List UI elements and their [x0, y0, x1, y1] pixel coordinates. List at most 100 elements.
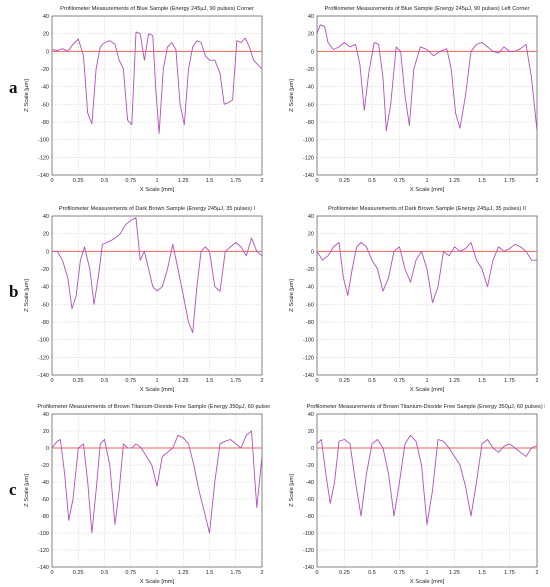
profile-series-line [51, 430, 263, 534]
y-tick-label: -100 [38, 338, 49, 344]
x-tick-label: 1.5 [478, 378, 486, 384]
x-axis-label: X Scale [mm] [410, 187, 445, 193]
y-tick-label: -140 [38, 173, 49, 179]
x-tick-label: 1.75 [230, 178, 241, 184]
y-tick-label: -140 [38, 565, 49, 571]
chart-title: Profilometer Measurements of Brown Titan… [37, 404, 270, 410]
y-axis-label: Z Scale [µm] [24, 279, 30, 312]
x-tick-label: 0.25 [339, 378, 350, 384]
y-tick-label: -60 [41, 302, 49, 308]
chart-title: Profilometer Measurements of Dark Brown … [328, 206, 526, 212]
y-tick-label: -120 [303, 355, 314, 361]
row-label-c: c [9, 480, 17, 499]
x-tick-label: 0.75 [394, 378, 405, 384]
x-tick-label: 2 [260, 570, 263, 576]
profile-series-line [316, 242, 537, 304]
y-tick-label: 20 [43, 232, 49, 238]
x-tick-label: 1.25 [178, 178, 189, 184]
y-tick-label: 20 [308, 232, 314, 238]
y-tick-label: -40 [41, 480, 49, 486]
chart-panel-c-right: Profilometer Measurements of Brown Titan… [289, 404, 545, 585]
x-tick-label: 0 [50, 178, 53, 184]
x-tick-label: 0.75 [125, 570, 136, 576]
y-axis-label: Z Scale [µm] [24, 79, 30, 112]
y-tick-label: 20 [308, 429, 314, 435]
y-tick-label: -40 [41, 285, 49, 291]
chart-title: Profilometer Measurements of Blue Sample… [60, 6, 254, 12]
profile-series-line [316, 24, 538, 132]
x-tick-label: 1.75 [504, 378, 515, 384]
x-axis-label: X Scale [mm] [140, 187, 175, 193]
x-tick-label: 1.5 [478, 570, 486, 576]
row-label-b: b [9, 282, 19, 301]
y-tick-label: -80 [41, 514, 49, 520]
y-axis-label: Z Scale [µm] [289, 279, 295, 312]
y-tick-label: -100 [303, 138, 314, 144]
y-tick-label: -120 [38, 548, 49, 554]
y-tick-label: -60 [306, 302, 314, 308]
y-tick-label: 40 [43, 14, 49, 20]
x-tick-label: 0.5 [368, 378, 376, 384]
y-tick-label: -140 [38, 373, 49, 379]
y-tick-label: -120 [38, 355, 49, 361]
x-tick-label: 2 [260, 378, 263, 384]
x-tick-label: 1.75 [504, 570, 515, 576]
x-tick-label: 0.5 [368, 570, 376, 576]
x-tick-label: 1.5 [206, 178, 214, 184]
x-axis-label: X Scale [mm] [140, 579, 175, 585]
profile-series-line [52, 217, 263, 334]
plot-frame [51, 413, 263, 568]
y-tick-label: 0 [311, 249, 314, 255]
x-tick-label: 0.25 [339, 570, 350, 576]
y-tick-label: -140 [303, 565, 314, 571]
x-tick-label: 0.25 [339, 178, 350, 184]
x-tick-label: 1.25 [449, 178, 460, 184]
y-tick-label: -80 [41, 320, 49, 326]
chart-panel-b-left: Profilometer Measurements of Dark Brown … [24, 206, 264, 393]
x-tick-label: 1.5 [206, 570, 214, 576]
x-tick-label: 1.5 [206, 378, 214, 384]
x-tick-label: 0.75 [125, 378, 136, 384]
x-tick-label: 1 [425, 378, 428, 384]
x-tick-label: 1.75 [504, 178, 515, 184]
y-tick-label: -20 [41, 267, 49, 273]
x-tick-label: 1.25 [178, 570, 189, 576]
x-axis-label: X Scale [mm] [140, 387, 175, 393]
x-tick-label: 0 [315, 178, 318, 184]
y-tick-label: 40 [43, 214, 49, 220]
x-tick-label: 1 [425, 178, 428, 184]
x-tick-label: 1.25 [178, 378, 189, 384]
x-tick-label: 0 [50, 378, 53, 384]
x-tick-label: 0.5 [101, 178, 109, 184]
y-tick-label: -60 [306, 497, 314, 503]
plot-frame [51, 215, 263, 376]
y-axis-label: Z Scale [µm] [24, 474, 30, 507]
y-tick-label: -60 [41, 497, 49, 503]
chart-panel-a-left: Profilometer Measurements of Blue Sample… [24, 6, 264, 193]
profile-series-line [316, 434, 538, 525]
x-tick-label: 0.25 [73, 378, 84, 384]
y-tick-label: -20 [41, 67, 49, 73]
x-tick-label: 0.75 [394, 178, 405, 184]
chart-panel-b-right: Profilometer Measurements of Dark Brown … [289, 206, 539, 393]
x-tick-label: 2 [535, 178, 538, 184]
x-tick-label: 0.25 [73, 178, 84, 184]
x-axis-label: X Scale [mm] [410, 387, 445, 393]
x-tick-label: 0.5 [101, 378, 109, 384]
y-tick-label: 40 [43, 412, 49, 418]
row-label-a: a [9, 78, 18, 97]
x-tick-label: 1.75 [230, 378, 241, 384]
x-axis-label: X Scale [mm] [410, 579, 445, 585]
y-tick-label: -120 [303, 155, 314, 161]
plot-frame [316, 15, 538, 176]
profile-series-line [51, 31, 263, 134]
chart-title: Profilometer Measurements of Brown Titan… [307, 404, 545, 410]
y-tick-label: -60 [41, 102, 49, 108]
y-tick-label: -20 [41, 463, 49, 469]
y-tick-label: -100 [303, 531, 314, 537]
x-tick-label: 0 [315, 378, 318, 384]
y-tick-label: 20 [308, 32, 314, 38]
plot-frame [316, 215, 538, 376]
x-tick-label: 1 [425, 570, 428, 576]
